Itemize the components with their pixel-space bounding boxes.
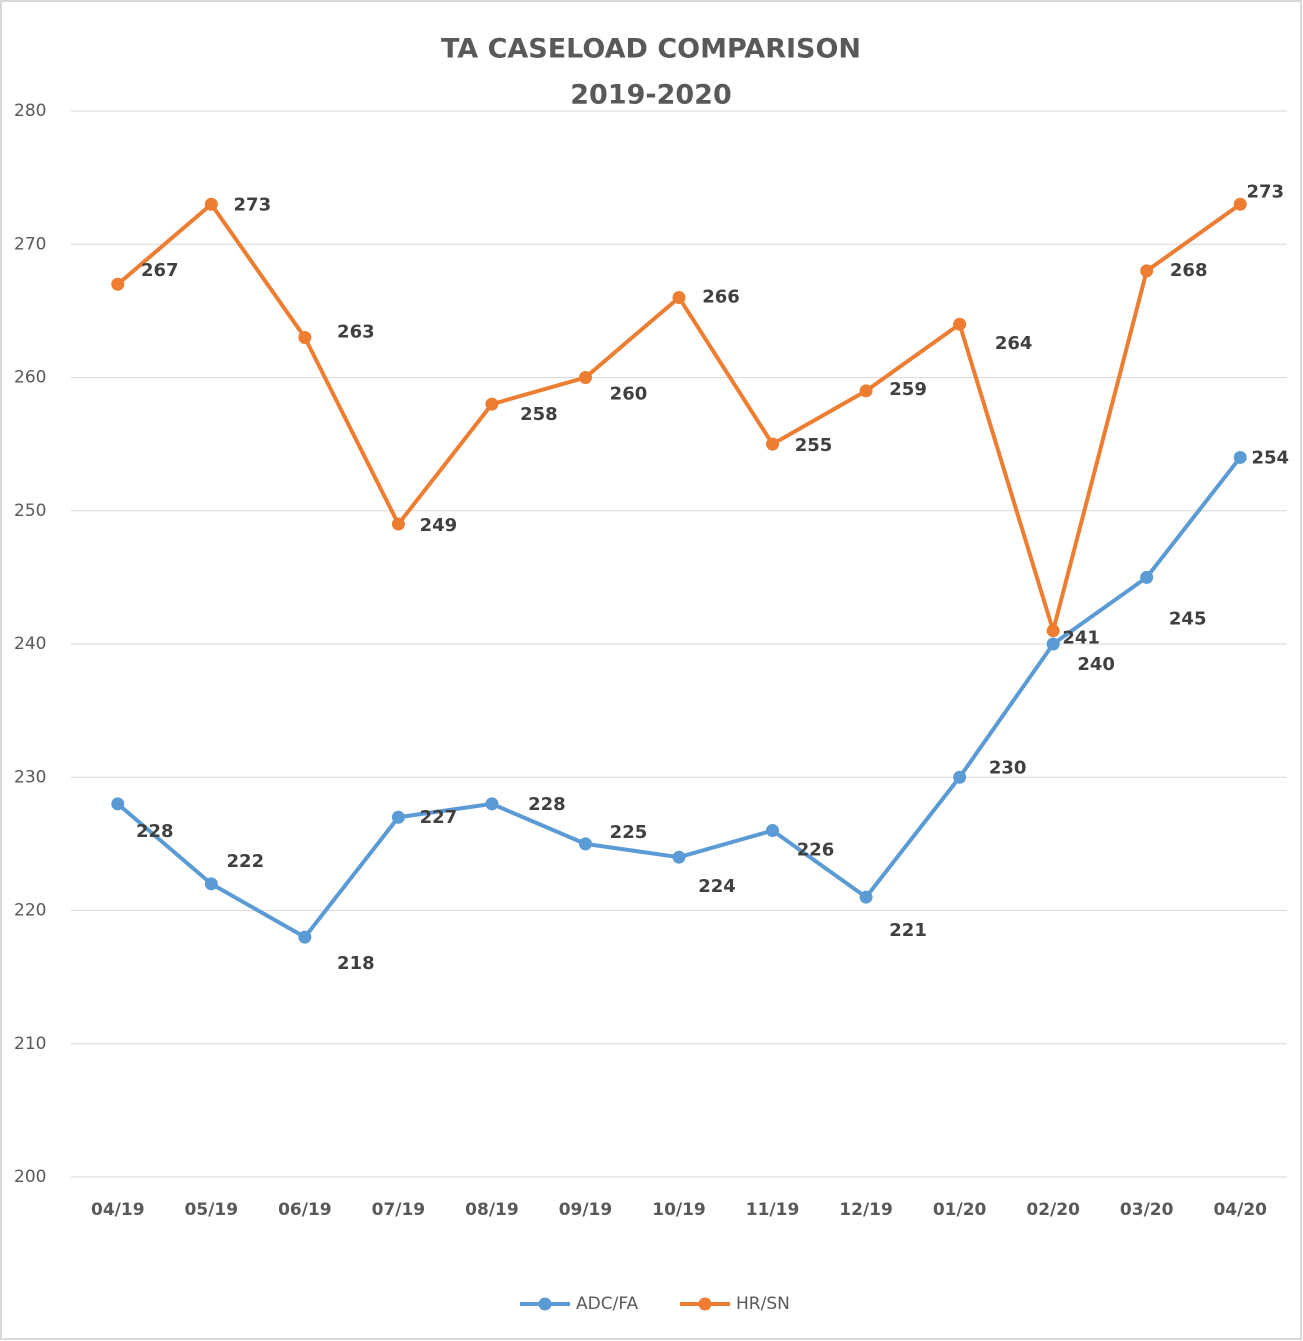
data-label: 255 [795, 435, 833, 456]
point [391, 517, 405, 531]
point [111, 797, 125, 811]
data-label: 260 [610, 384, 648, 405]
data-label: 259 [889, 379, 927, 400]
point [1233, 197, 1247, 211]
data-label: 240 [1077, 654, 1115, 675]
data-label: 273 [234, 194, 272, 215]
point [672, 850, 686, 864]
y-tick-label: 260 [14, 368, 46, 388]
point [204, 877, 218, 891]
point [1140, 264, 1154, 278]
data-label: 273 [1246, 181, 1284, 202]
x-tick-label: 04/19 [91, 1200, 145, 1220]
x-tick-label: 05/19 [185, 1200, 239, 1220]
data-label: 263 [337, 322, 375, 343]
y-tick-label: 220 [14, 901, 46, 921]
legend-marker [538, 1297, 552, 1311]
data-label: 228 [136, 821, 174, 842]
point [111, 277, 125, 291]
point [1233, 450, 1247, 464]
data-label: 226 [797, 840, 835, 861]
point [204, 197, 218, 211]
y-tick-label: 200 [14, 1167, 46, 1187]
data-label: 222 [227, 851, 265, 872]
legend-label: ADC/FA [576, 1294, 639, 1314]
point [485, 797, 499, 811]
x-tick-label: 06/19 [278, 1200, 332, 1220]
data-label: 266 [702, 287, 740, 308]
point [1046, 624, 1060, 638]
data-label: 218 [337, 953, 375, 974]
point [485, 397, 499, 411]
y-tick-label: 210 [14, 1034, 46, 1054]
legend-marker [698, 1297, 712, 1311]
x-tick-label: 10/19 [652, 1200, 706, 1220]
x-tick-label: 07/19 [372, 1200, 426, 1220]
point [1046, 637, 1060, 651]
point [859, 890, 873, 904]
point [578, 371, 592, 384]
x-tick-label: 04/20 [1213, 1200, 1267, 1220]
data-label: 267 [141, 260, 179, 281]
chart-subtitle: 2019-2020 [570, 80, 732, 111]
data-label: 268 [1170, 260, 1208, 281]
point [578, 837, 592, 851]
x-tick-label: 12/19 [839, 1200, 893, 1220]
data-label: 249 [420, 515, 458, 536]
y-tick-label: 250 [14, 501, 46, 521]
point [766, 437, 780, 451]
point [298, 331, 312, 345]
x-tick-label: 01/20 [933, 1200, 987, 1220]
x-tick-label: 03/20 [1120, 1200, 1174, 1220]
y-tick-label: 230 [14, 767, 46, 787]
point [298, 930, 312, 944]
chart-title: TA CASELOAD COMPARISON [441, 34, 861, 65]
x-tick-label: 02/20 [1026, 1200, 1080, 1220]
point [391, 810, 405, 824]
point [953, 317, 967, 331]
data-label: 224 [698, 876, 736, 897]
data-label: 221 [889, 920, 927, 941]
data-label: 230 [989, 757, 1027, 778]
data-label: 264 [995, 333, 1033, 354]
data-label: 245 [1169, 608, 1207, 629]
data-label: 258 [520, 404, 558, 425]
x-tick-label: 08/19 [465, 1200, 519, 1220]
data-label: 227 [420, 807, 458, 828]
y-tick-label: 240 [14, 634, 46, 654]
point [672, 291, 686, 305]
x-tick-label: 09/19 [559, 1200, 613, 1220]
x-tick-label: 11/19 [746, 1200, 800, 1220]
point [1140, 570, 1154, 584]
point [953, 770, 967, 784]
y-tick-label: 280 [14, 101, 46, 121]
point [859, 384, 873, 398]
data-label: 228 [528, 794, 566, 815]
legend-label: HR/SN [736, 1294, 790, 1314]
data-label: 241 [1062, 628, 1100, 649]
y-tick-label: 270 [14, 234, 46, 254]
data-label: 254 [1251, 447, 1289, 468]
data-label: 225 [610, 822, 648, 843]
point [766, 824, 780, 838]
